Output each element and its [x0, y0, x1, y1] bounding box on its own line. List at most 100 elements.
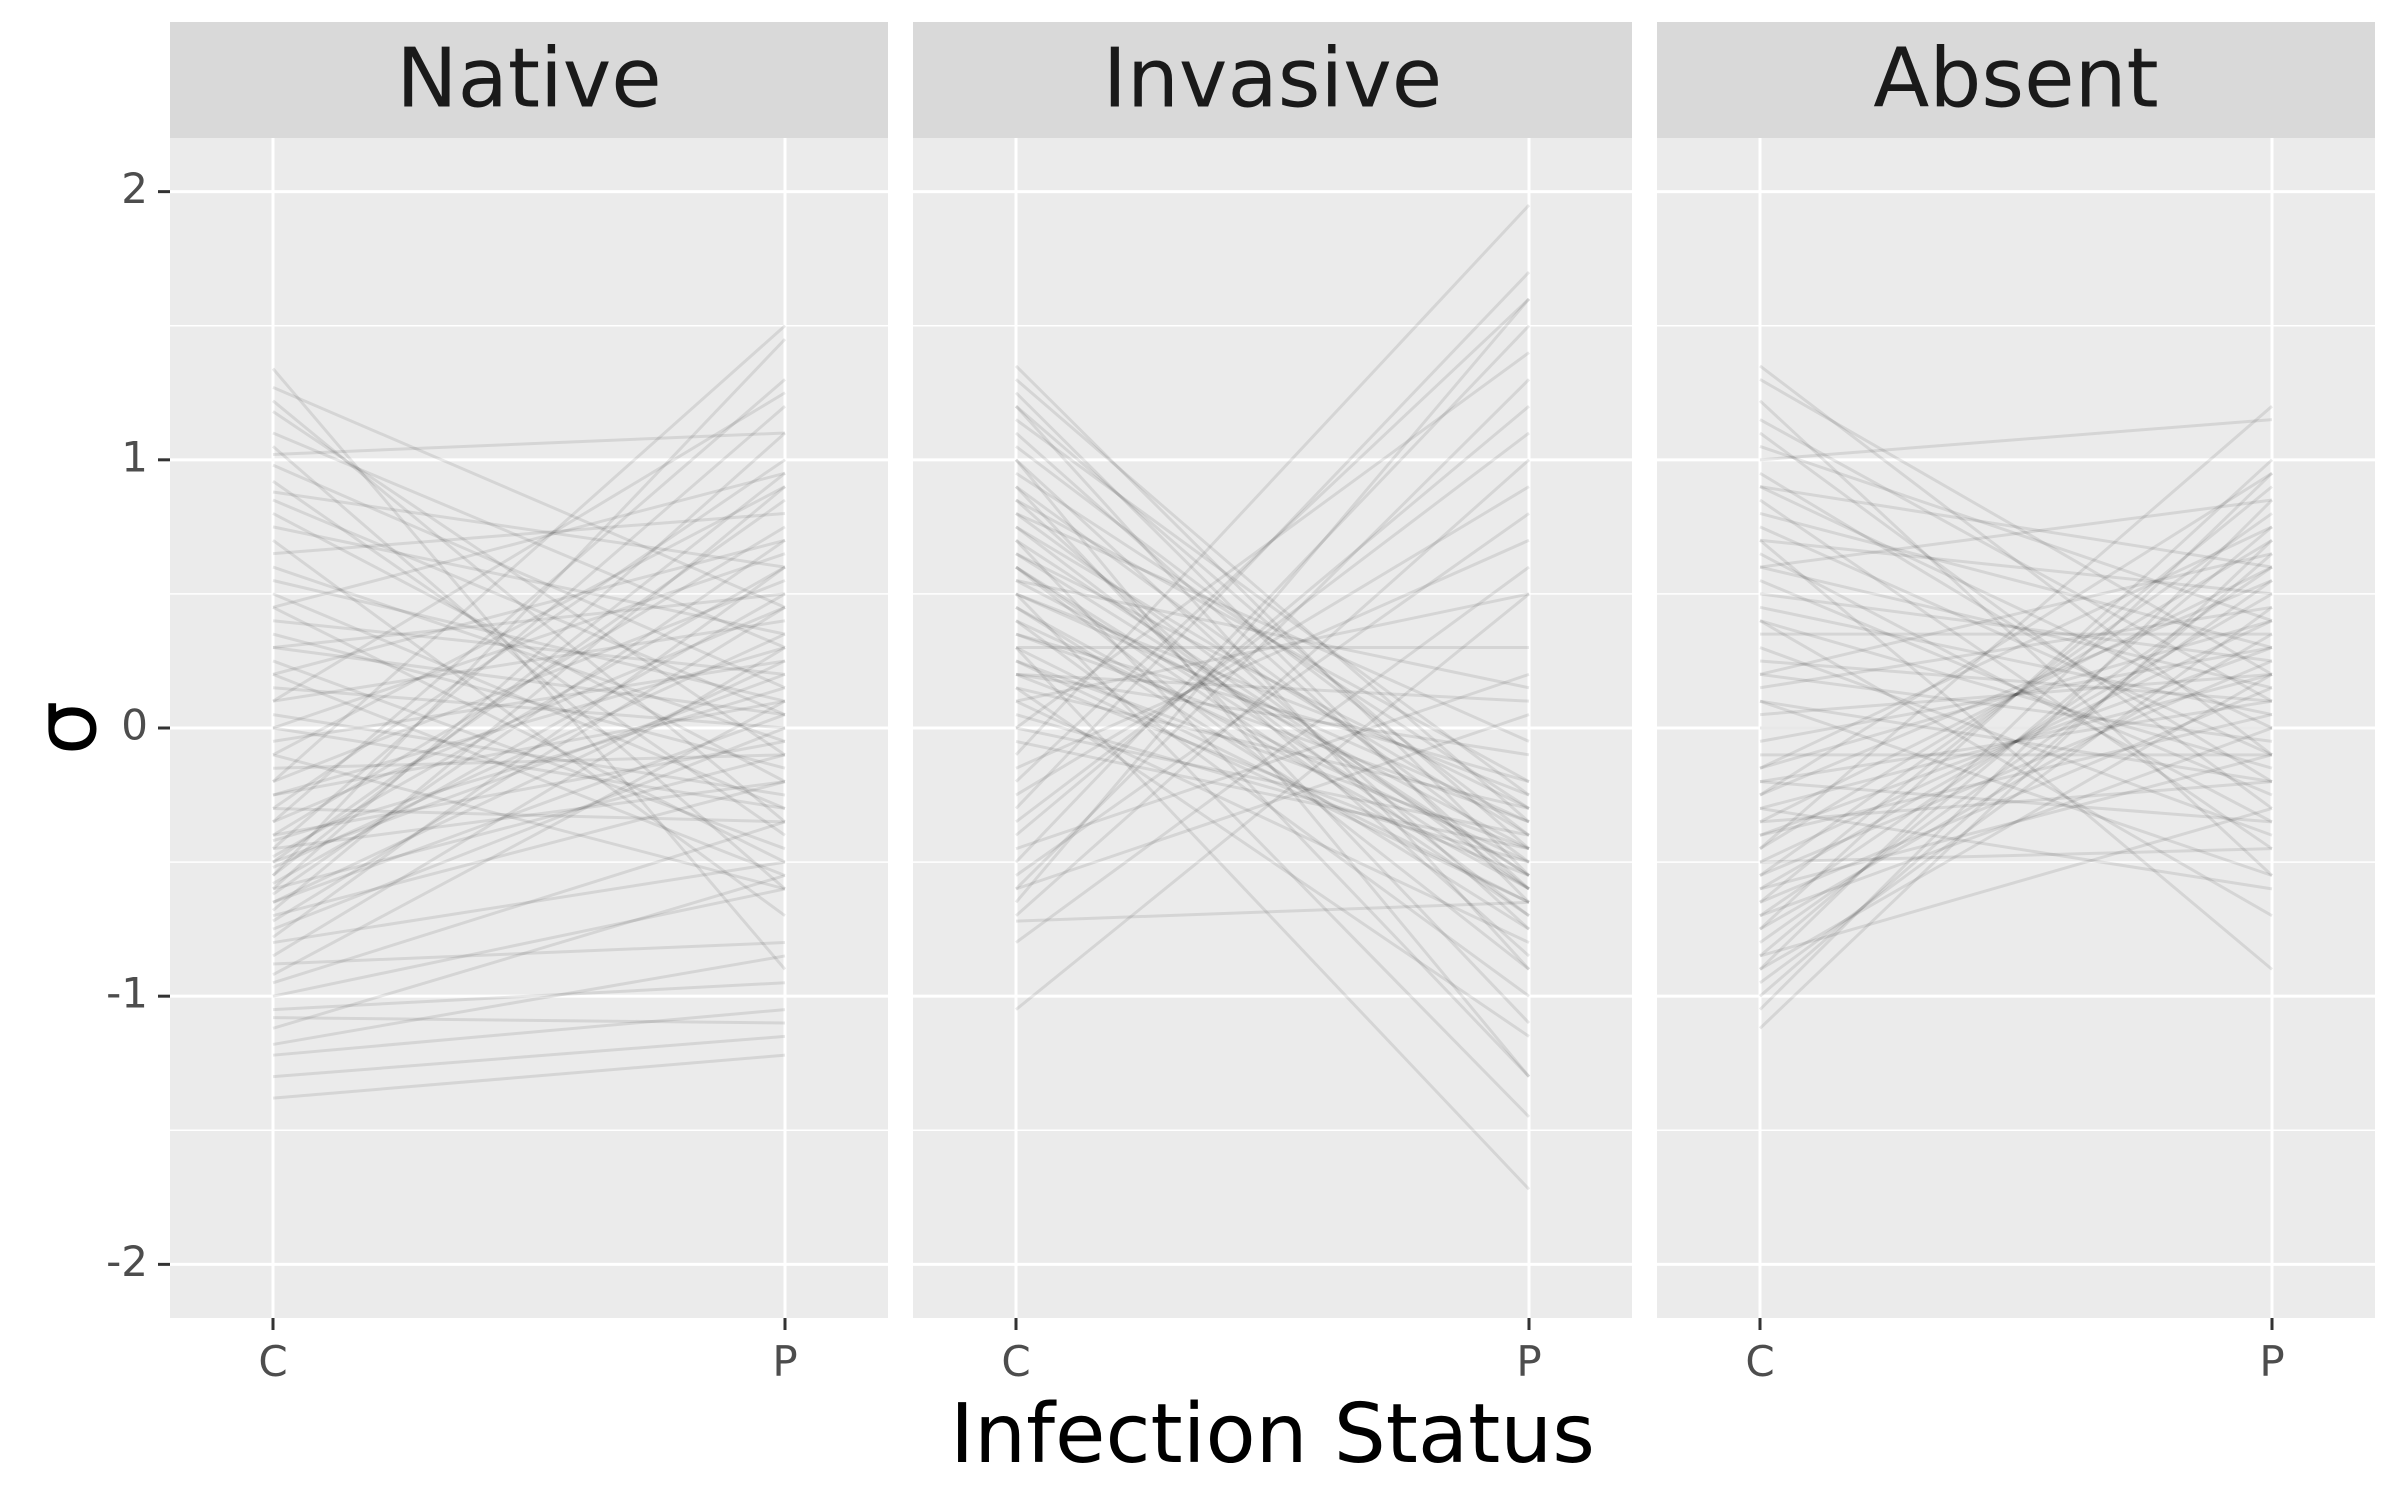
series-line [1759, 659, 2273, 703]
series-line [272, 539, 786, 917]
series-line [1759, 538, 2273, 596]
series-line [1759, 847, 2273, 864]
series-line [1759, 672, 2273, 717]
series-line [272, 659, 786, 904]
series-line [272, 941, 786, 966]
series-line [272, 686, 786, 843]
series-line [1015, 525, 1530, 917]
series-line [1015, 606, 1530, 931]
series-line [1014, 324, 1531, 864]
series-lines [1014, 204, 1531, 1191]
series-line [1015, 525, 1530, 837]
series-line [272, 471, 786, 609]
series-line [1759, 619, 2273, 864]
series-line [1015, 512, 1530, 891]
series-line [272, 659, 786, 743]
series-line [1015, 592, 1530, 824]
series-line [272, 410, 786, 757]
series-line [272, 490, 786, 569]
series-line [1015, 431, 1530, 824]
series-line [1759, 525, 2273, 757]
series-line [271, 338, 787, 877]
series-line [1015, 672, 1530, 703]
x-tick-label: P [1516, 1337, 1541, 1386]
facet-panel-invasive: Invasive C P [913, 22, 1632, 1386]
series-line [272, 498, 786, 864]
series-line [272, 820, 786, 985]
series-line [1759, 605, 2273, 717]
series-line [1759, 686, 2273, 904]
series-line [1015, 431, 1530, 891]
series-line [272, 472, 786, 877]
series-line [1759, 606, 2273, 984]
series-line [1759, 659, 2273, 877]
series-line [1759, 699, 2273, 784]
series-line [272, 399, 786, 824]
series-line [1014, 204, 1531, 756]
series-line [1015, 512, 1530, 877]
series-line [1759, 552, 2273, 676]
series-line [1015, 699, 1530, 944]
series-line [1759, 713, 2273, 837]
series-line [272, 511, 786, 556]
series-line [1015, 552, 1530, 810]
series-line [272, 739, 786, 837]
series-line [1015, 471, 1530, 810]
series-line [272, 525, 786, 636]
series-line [1015, 565, 1530, 891]
series-line [1015, 458, 1530, 917]
series-line [1759, 525, 2273, 770]
series-line [1759, 565, 2273, 917]
facet-panels: Native C P Invasive C P Absent C P [170, 22, 2375, 1386]
series-line [272, 1016, 786, 1025]
series-line [1014, 405, 1531, 971]
x-tick-label: C [1001, 1337, 1030, 1386]
facet-strip [913, 22, 1632, 138]
series-line [1759, 418, 2273, 462]
y-tick-label: 1 [121, 432, 148, 481]
series-line [272, 780, 786, 851]
series-line [1759, 552, 2273, 998]
x-tick-label: P [772, 1337, 797, 1386]
series-line [1014, 391, 1531, 904]
series-line [272, 552, 786, 730]
series-line [1015, 592, 1530, 1011]
series-line [1014, 592, 1531, 1118]
series-line [1759, 512, 2273, 877]
series-line [1015, 445, 1530, 837]
series-line [272, 753, 786, 891]
series-line [1759, 485, 2273, 730]
series-line [272, 806, 786, 824]
series-line [1759, 646, 2273, 837]
series-line [272, 780, 786, 918]
series-line [272, 726, 786, 931]
series-line [272, 686, 786, 730]
series-line [1759, 498, 2273, 850]
series-line [1015, 632, 1530, 824]
series-line [1759, 485, 2273, 904]
series-line [1759, 780, 2273, 824]
series-line [272, 981, 786, 1012]
series-line [272, 592, 786, 810]
series-line [1759, 807, 2273, 958]
series-line [1015, 579, 1530, 690]
series-line [272, 458, 786, 810]
series-line [1015, 713, 1530, 864]
series-line [272, 592, 786, 885]
series-line [1015, 592, 1530, 703]
series-line [272, 605, 786, 864]
series-line [1014, 458, 1531, 1078]
series-line [1759, 579, 2273, 797]
series-line [272, 646, 786, 797]
series-line [1758, 498, 2274, 1011]
series-line [1014, 458, 1531, 931]
series-line [272, 386, 786, 609]
series-line [272, 659, 786, 851]
series-line [1759, 431, 2273, 810]
series-line [1759, 699, 2273, 784]
facet-strip-label: Native [396, 31, 662, 126]
series-line [1015, 579, 1530, 851]
x-tick-label: C [258, 1337, 287, 1386]
series-line [1014, 646, 1531, 1191]
